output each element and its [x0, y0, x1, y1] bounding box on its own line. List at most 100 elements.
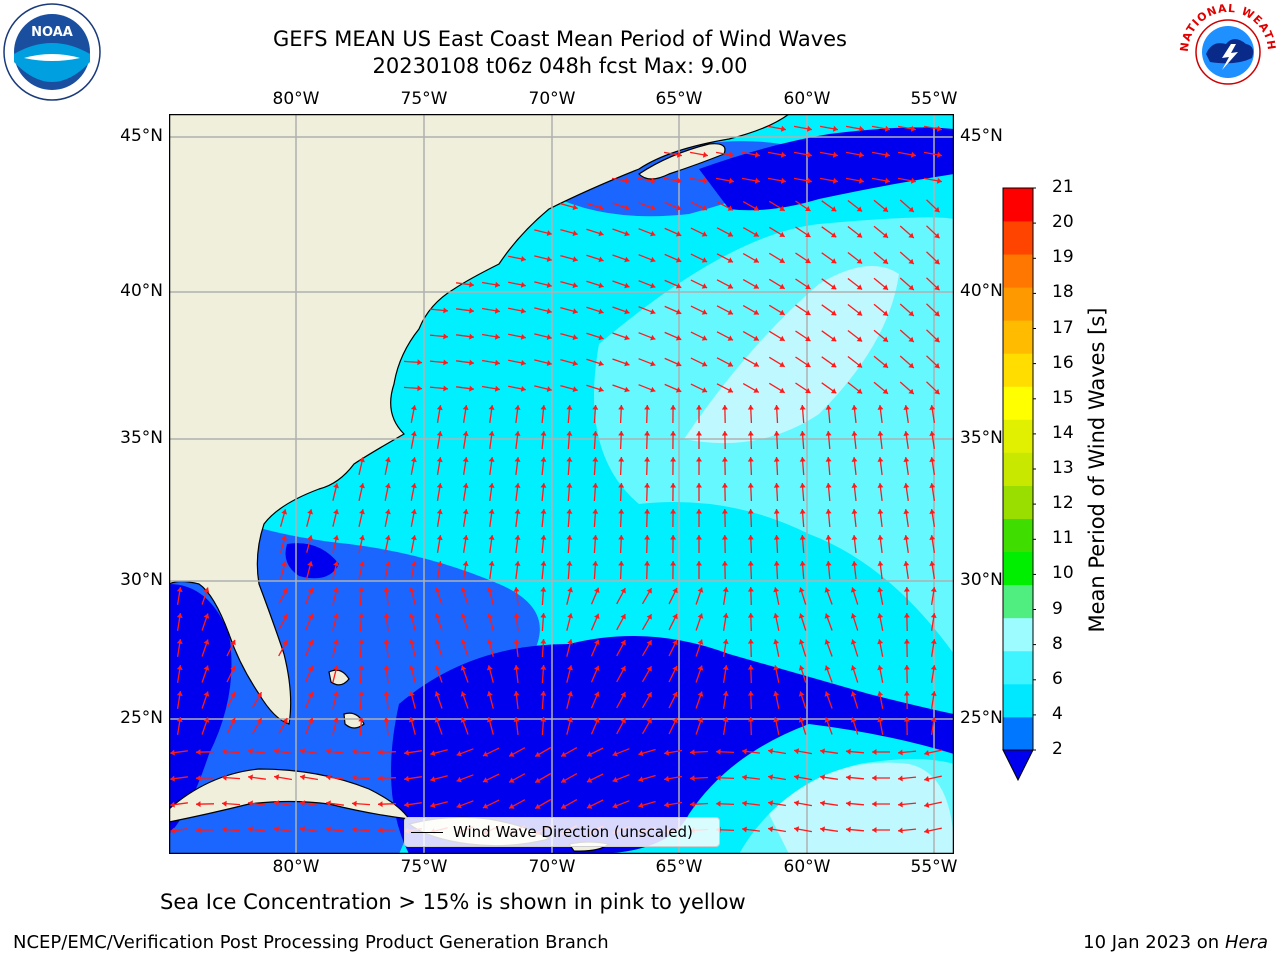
wind-wave-arrowhead	[540, 483, 547, 488]
wind-wave-arrowhead	[877, 613, 884, 619]
wind-wave-arrowhead	[697, 639, 704, 645]
wind-wave-arrowhead	[722, 639, 729, 644]
wind-wave-arrowhead	[514, 509, 521, 514]
wind-wave-arrowhead	[196, 827, 201, 834]
wind-wave-arrowhead	[383, 691, 390, 696]
wind-wave-arrowhead	[747, 483, 754, 488]
wind-wave-arrowhead	[203, 665, 210, 671]
wind-wave-arrowhead	[618, 431, 625, 436]
wind-wave-arrowhead	[856, 310, 863, 316]
wind-wave-arrowhead	[333, 613, 339, 619]
wind-wave-arrowhead	[650, 204, 656, 211]
wind-wave-arrowhead	[333, 483, 339, 489]
wind-wave-arrowhead	[676, 177, 682, 184]
wind-wave-arrowhead	[434, 587, 441, 593]
wind-wave-arrowhead	[672, 665, 678, 672]
wind-wave-arrowhead	[620, 692, 626, 698]
wind-wave-arrowhead	[773, 613, 780, 619]
wind-wave-arrowhead	[850, 587, 857, 593]
wind-wave-arrowhead	[696, 457, 702, 462]
wind-wave-arrowhead	[672, 587, 678, 594]
wind-wave-arrowhead	[486, 665, 493, 671]
wind-wave-arrowhead	[494, 281, 500, 288]
wind-wave-arrowhead	[176, 665, 183, 670]
wind-wave-arrowhead	[830, 232, 837, 238]
wind-wave-arrowhead	[882, 336, 888, 342]
wind-wave-arrowhead	[546, 308, 552, 314]
wind-wave-arrowhead	[799, 457, 806, 462]
wind-wave-arrowhead	[830, 336, 837, 342]
wind-wave-arrowhead	[727, 283, 733, 289]
lat-label-right-30n: 30°N	[960, 570, 1003, 590]
wind-wave-arrowhead	[326, 826, 331, 833]
wind-wave-arrowhead	[592, 509, 599, 514]
wind-wave-arrowhead	[513, 691, 520, 696]
wind-wave-arrowhead	[728, 151, 734, 158]
lat-label-right-35n: 35°N	[960, 428, 1003, 448]
wind-wave-arrowhead	[514, 561, 521, 566]
wind-wave-arrowhead	[675, 361, 682, 367]
wind-wave-arrowhead	[561, 777, 567, 783]
wind-wave-arrowhead	[638, 750, 644, 757]
wind-wave-arrowhead	[359, 457, 365, 463]
wind-wave-arrowhead	[436, 431, 443, 437]
wind-wave-arrowhead	[832, 125, 838, 132]
wind-wave-arrowhead	[721, 405, 728, 410]
wind-wave-arrowhead	[675, 387, 682, 393]
wind-wave-arrowhead	[620, 666, 626, 672]
wind-wave-arrowhead	[540, 587, 547, 592]
wind-wave-arrowhead	[824, 639, 831, 645]
wind-wave-arrowhead	[203, 587, 210, 593]
wind-wave-arrowhead	[176, 613, 183, 618]
wind-wave-arrowhead	[877, 639, 884, 645]
wind-wave-arrowhead	[598, 256, 604, 263]
wind-wave-arrowhead	[773, 587, 780, 593]
colorbar-segment	[1003, 584, 1033, 619]
wind-wave-arrowhead	[358, 613, 365, 618]
wind-wave-arrowhead	[230, 665, 236, 672]
wind-wave-arrowhead	[696, 405, 702, 410]
wind-wave-arrowhead	[586, 777, 593, 783]
wind-wave-arrowhead	[701, 309, 708, 315]
wind-wave-arrowhead	[877, 405, 884, 410]
wind-wave-arrowhead	[520, 256, 526, 262]
wind-wave-arrowhead	[274, 748, 280, 755]
wind-wave-arrowhead	[806, 177, 812, 184]
wind-wave-arrowhead	[670, 405, 677, 410]
wind-wave-arrowhead	[898, 801, 903, 808]
wind-wave-arrowhead	[646, 614, 652, 620]
wind-wave-arrowhead	[462, 457, 469, 462]
wind-wave-arrowhead	[509, 751, 515, 757]
wind-wave-arrowhead	[747, 691, 754, 696]
wind-wave-arrowhead	[222, 800, 227, 807]
field-2-4s-coastal	[169, 494, 540, 854]
lat-label-right-25n: 25°N	[960, 708, 1003, 728]
wind-wave-arrowhead	[696, 509, 702, 514]
lat-label-right-40n: 40°N	[960, 281, 1003, 301]
wind-wave-arrowhead	[650, 360, 656, 367]
wind-wave-arrowhead	[846, 826, 851, 833]
wind-wave-arrowhead	[779, 231, 785, 237]
wind-wave-arrowhead	[443, 359, 448, 366]
lon-label-bottom-70w: 70°W	[528, 857, 576, 877]
wind-wave-arrowhead	[618, 561, 625, 566]
wind-wave-arrowhead	[716, 800, 721, 807]
wind-wave-arrowhead	[488, 431, 495, 436]
wind-wave-arrowhead	[594, 691, 600, 697]
wind-wave-arrowhead	[383, 665, 390, 670]
wind-wave-arrowhead	[624, 204, 630, 211]
wind-wave-arrowhead	[520, 360, 526, 366]
wind-wave-arrowhead	[824, 691, 831, 697]
wind-wave-arrowhead	[910, 177, 916, 184]
wind-wave-arrowhead	[430, 750, 436, 756]
wind-wave-arrowhead	[832, 177, 838, 184]
wind-wave-arrowhead	[670, 535, 677, 540]
wind-wave-arrowhead	[561, 803, 567, 809]
wind-wave-arrowhead	[546, 360, 552, 366]
wind-wave-arrowhead	[248, 748, 253, 755]
wind-wave-arrowhead	[436, 561, 443, 567]
wind-wave-arrowhead	[798, 587, 805, 593]
wind-wave-arrowhead	[851, 509, 858, 514]
lon-label-top-65w: 65°W	[655, 89, 703, 109]
wind-wave-arrowhead	[592, 405, 599, 410]
